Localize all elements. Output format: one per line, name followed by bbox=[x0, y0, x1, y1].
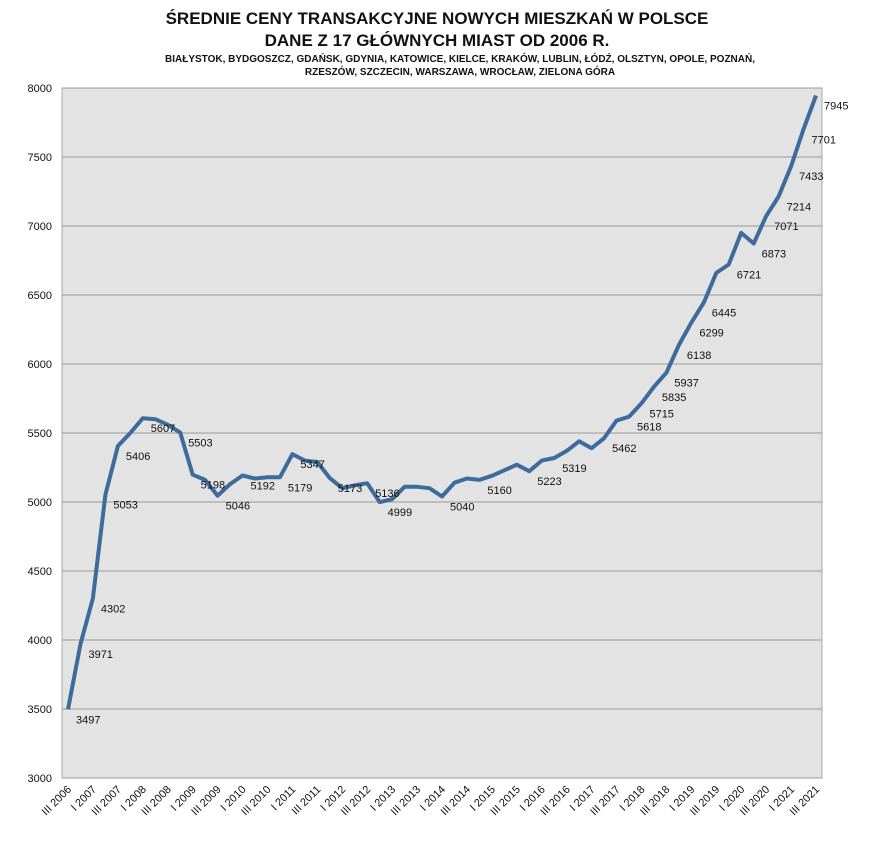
data-label: 3497 bbox=[76, 714, 100, 726]
y-tick-label: 4500 bbox=[28, 566, 52, 578]
data-label: 5136 bbox=[375, 488, 399, 500]
data-label: 5503 bbox=[188, 438, 212, 450]
data-label: 6445 bbox=[712, 308, 736, 320]
data-label: 4999 bbox=[388, 507, 412, 519]
data-label: 5173 bbox=[338, 483, 362, 495]
data-label: 6721 bbox=[737, 270, 761, 282]
data-label: 5319 bbox=[562, 463, 586, 475]
y-tick-label: 4000 bbox=[28, 635, 52, 647]
data-label: 3971 bbox=[88, 649, 112, 661]
data-label: 7214 bbox=[787, 201, 811, 213]
data-label: 6299 bbox=[699, 328, 723, 340]
data-label: 7071 bbox=[774, 221, 798, 233]
data-label: 4302 bbox=[101, 603, 125, 615]
y-tick-label: 3500 bbox=[28, 704, 52, 716]
y-tick-label: 8000 bbox=[28, 83, 52, 95]
y-tick-label: 7500 bbox=[28, 152, 52, 164]
y-tick-label: 6000 bbox=[28, 359, 52, 371]
y-tick-label: 5000 bbox=[28, 497, 52, 509]
data-label: 5040 bbox=[450, 501, 474, 513]
data-label: 6873 bbox=[762, 249, 786, 261]
y-tick-label: 7000 bbox=[28, 221, 52, 233]
chart-title: DANE Z 17 GŁÓWNYCH MIAST OD 2006 R. bbox=[265, 31, 610, 50]
data-label: 5046 bbox=[226, 501, 250, 513]
chart-subtitle: RZESZÓW, SZCZECIN, WARSZAWA, WROCŁAW, ZI… bbox=[305, 65, 615, 78]
data-label: 5406 bbox=[126, 451, 150, 463]
data-label: 5223 bbox=[537, 476, 561, 488]
data-label: 5937 bbox=[674, 378, 698, 390]
data-label: 7945 bbox=[824, 101, 848, 113]
chart-subtitle: BIAŁYSTOK, BYDGOSZCZ, GDAŃSK, GDYNIA, KA… bbox=[165, 52, 755, 65]
data-label: 5053 bbox=[113, 500, 137, 512]
y-tick-label: 6500 bbox=[28, 290, 52, 302]
data-label: 6138 bbox=[687, 350, 711, 362]
data-label: 5618 bbox=[637, 422, 661, 434]
y-tick-label: 3000 bbox=[28, 773, 52, 785]
data-label: 5160 bbox=[487, 485, 511, 497]
chart-title: ŚREDNIE CENY TRANSAKCYJNE NOWYCH MIESZKA… bbox=[166, 9, 709, 28]
data-label: 5835 bbox=[662, 392, 686, 404]
data-label: 5179 bbox=[288, 482, 312, 494]
price-line bbox=[66, 94, 818, 710]
x-tick-label: III 2006 bbox=[40, 784, 74, 818]
data-label: 5607 bbox=[151, 423, 175, 435]
data-label: 7433 bbox=[799, 171, 823, 183]
data-label: 5462 bbox=[612, 443, 636, 455]
data-label: 5192 bbox=[251, 481, 275, 493]
data-label: 5715 bbox=[649, 408, 673, 420]
y-tick-label: 5500 bbox=[28, 428, 52, 440]
data-label: 5198 bbox=[201, 480, 225, 492]
data-label: 5347 bbox=[300, 459, 324, 471]
data-label: 7701 bbox=[812, 134, 836, 146]
